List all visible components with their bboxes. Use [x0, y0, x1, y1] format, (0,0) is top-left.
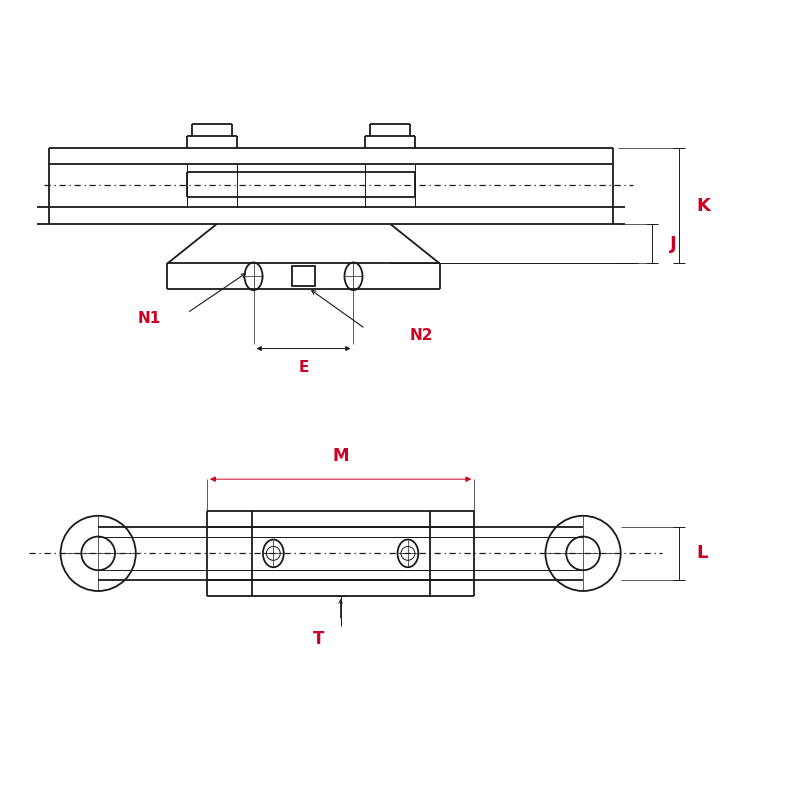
Text: N2: N2 — [410, 328, 434, 343]
Text: K: K — [697, 197, 710, 214]
Text: J: J — [670, 234, 677, 253]
Bar — [292, 266, 315, 286]
Text: N1: N1 — [138, 311, 161, 326]
Text: T: T — [313, 630, 324, 647]
Text: E: E — [298, 361, 309, 375]
Text: M: M — [332, 447, 349, 466]
Text: L: L — [697, 544, 708, 562]
